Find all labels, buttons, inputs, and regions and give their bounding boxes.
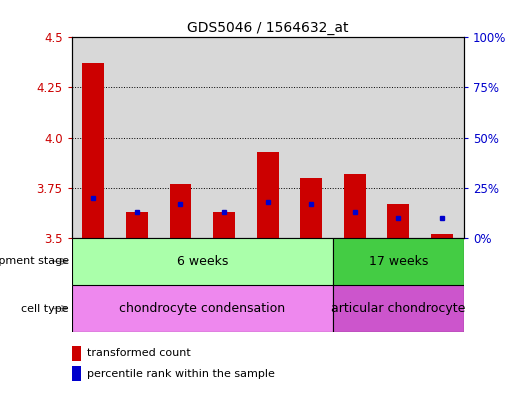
Title: GDS5046 / 1564632_at: GDS5046 / 1564632_at (187, 21, 348, 35)
Bar (387, 204, 409, 238)
Bar (333, 285, 464, 332)
Text: 6 weeks: 6 weeks (176, 255, 228, 268)
Bar (333, 238, 464, 285)
Text: chondrocyte condensation: chondrocyte condensation (119, 302, 285, 315)
Bar (257, 152, 279, 238)
Bar (213, 212, 235, 238)
Bar (83, 63, 104, 238)
Text: transformed count: transformed count (87, 348, 191, 358)
Bar (72, 346, 82, 361)
Text: cell type: cell type (21, 303, 69, 314)
Text: articular chondrocyte: articular chondrocyte (331, 302, 465, 315)
Bar (72, 238, 333, 285)
Text: development stage: development stage (0, 256, 69, 266)
Bar (72, 285, 333, 332)
Text: percentile rank within the sample: percentile rank within the sample (87, 369, 275, 379)
Bar (126, 212, 148, 238)
Text: 17 weeks: 17 weeks (369, 255, 428, 268)
Bar (72, 366, 82, 381)
Bar (301, 178, 322, 238)
Bar (170, 184, 191, 238)
Bar (431, 234, 453, 238)
Bar (344, 174, 366, 238)
